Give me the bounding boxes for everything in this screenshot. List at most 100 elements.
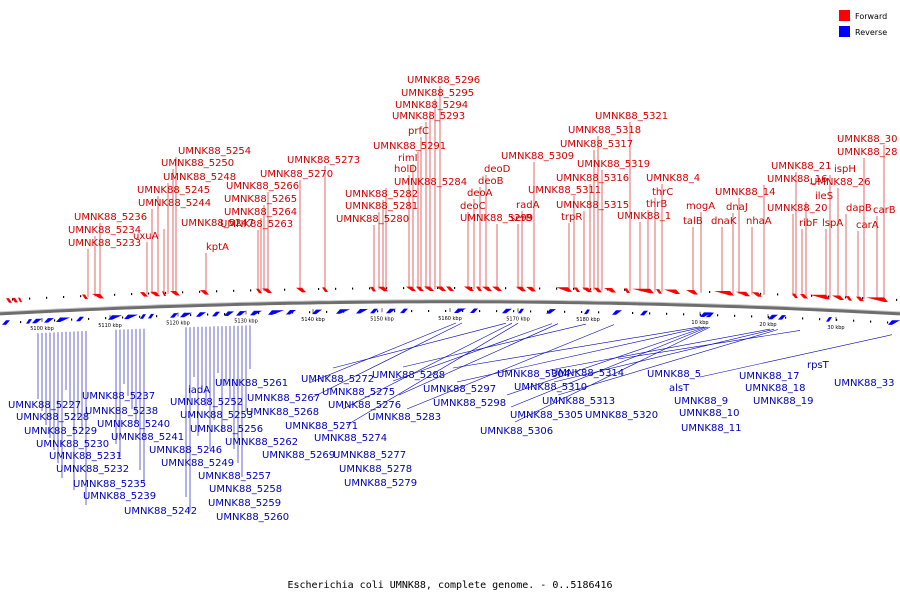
forward-features <box>6 286 888 303</box>
label-umnk88-5266: UMNK88_5266 <box>226 181 299 192</box>
label-umnk88-5237: UMNK88_5237 <box>82 391 155 402</box>
label-umnk88-5253: UMNK88_5253 <box>180 410 253 421</box>
label-umnk88-5298: UMNK88_5298 <box>433 398 506 409</box>
minor-tick <box>46 296 48 299</box>
label-umnk88-5228: UMNK88_5228 <box>16 412 89 423</box>
label-umnk88-5232: UMNK88_5232 <box>56 464 129 475</box>
label-umnk88-5306: UMNK88_5306 <box>480 426 553 437</box>
label-umnk88-5281: UMNK88_5281 <box>345 201 418 212</box>
reverse-gene-arrow <box>640 310 648 316</box>
leader-alst <box>456 326 705 383</box>
label-umnk88-21: UMNK88_21 <box>771 161 831 172</box>
label-umnk88-5309: UMNK88_5309 <box>501 151 574 162</box>
minor-tick <box>12 298 14 301</box>
minor-tick <box>105 317 107 320</box>
minor-tick <box>403 287 405 290</box>
reverse-gene-arrow <box>706 312 714 318</box>
label-umnk88-5242: UMNK88_5242 <box>124 506 197 517</box>
label-umnk88-5265: UMNK88_5265 <box>224 194 297 205</box>
leader-umnk88-5 <box>452 326 701 369</box>
reverse-gene-arrow <box>370 308 378 314</box>
forward-gene-arrow <box>92 293 104 299</box>
label-alst: alsT <box>669 383 690 394</box>
reverse-gene-arrow <box>700 312 712 317</box>
label-deoa: deoA <box>467 188 493 199</box>
reverse-gene-arrow <box>356 309 368 314</box>
reverse-gene-arrow <box>768 314 778 320</box>
reverse-gene-arrow <box>108 315 122 320</box>
forward-gene-arrow <box>12 297 18 303</box>
minor-tick <box>887 321 889 324</box>
label-deod: deoD <box>484 164 511 175</box>
legend-forward-label: Forward <box>855 12 887 21</box>
forward-gene-arrow <box>866 297 888 302</box>
label-carb: carB <box>873 205 896 216</box>
minor-tick <box>318 288 320 290</box>
minor-tick <box>896 298 898 301</box>
label-umnk88-5236: UMNK88_5236 <box>74 212 147 223</box>
label-umnk88-5231: UMNK88_5231 <box>49 451 122 462</box>
reverse-gene-arrow <box>386 308 396 314</box>
label-umnk88-5313: UMNK88_5313 <box>542 396 615 407</box>
minor-tick <box>29 297 31 300</box>
forward-gene-arrow <box>406 286 416 292</box>
backbone-highlight <box>0 299 900 313</box>
reverse-gene-arrow <box>148 313 154 319</box>
label-umnk88-4: UMNK88_4 <box>646 173 700 184</box>
minor-tick <box>20 321 22 324</box>
forward-gene-arrow <box>574 287 580 293</box>
reverse-gene-arrow <box>826 317 832 322</box>
reverse-gene-arrow <box>196 312 206 317</box>
label-umnk88-16: UMNK88_16 <box>767 174 827 185</box>
label-umnk88-20: UMNK88_20 <box>767 203 827 214</box>
forward-gene-arrow <box>296 287 306 293</box>
leader-umnk88-5314 <box>402 323 587 368</box>
forward-gene-arrow <box>664 289 680 295</box>
minor-tick <box>190 314 192 317</box>
label-umnk88-33: UMNK88_33 <box>834 378 894 389</box>
tick-label: 5160 kbp <box>438 316 462 322</box>
reverse-gene-arrow <box>124 314 138 320</box>
forward-gene-arrow <box>604 288 616 293</box>
legend-forward-swatch <box>839 10 850 21</box>
forward-gene-arrow <box>736 291 750 297</box>
label-umnk88-5244: UMNK88_5244 <box>138 198 211 209</box>
forward-gene-arrow <box>6 298 12 303</box>
minor-tick <box>437 287 439 289</box>
minor-tick <box>709 291 711 293</box>
tick-label: 20 kbp <box>759 322 776 328</box>
tick-label: 5170 kbp <box>506 316 530 322</box>
label-umnk88-5257: UMNK88_5257 <box>198 471 271 482</box>
minor-tick <box>683 313 685 316</box>
forward-gene-arrow <box>170 291 180 296</box>
label-umnk88-9: UMNK88_9 <box>674 396 728 407</box>
leader-umnk88-10 <box>510 326 709 408</box>
label-serb: serB <box>510 213 532 224</box>
minor-tick <box>394 310 396 313</box>
forward-gene-arrow <box>714 291 734 296</box>
label-umnk88-5235: UMNK88_5235 <box>73 479 146 490</box>
label-umnk88-5311: UMNK88_5311 <box>528 185 601 196</box>
reverse-gene-arrow <box>312 309 322 315</box>
label-umnk88-5279: UMNK88_5279 <box>344 478 417 489</box>
forward-gene-arrow <box>370 286 376 292</box>
minor-tick <box>411 310 413 313</box>
label-umnk88-5246: UMNK88_5246 <box>149 445 222 456</box>
label-umnk88-5229: UMNK88_5229 <box>24 426 97 437</box>
minor-tick <box>148 292 150 295</box>
minor-tick <box>862 297 864 300</box>
reverse-gene-arrow <box>44 318 54 323</box>
label-hold: holD <box>394 164 417 175</box>
label-umnk88-5275: UMNK88_5275 <box>322 387 395 398</box>
minor-tick <box>428 310 430 312</box>
label-umnk88-5250: UMNK88_5250 <box>161 158 234 169</box>
label-umnk88-5321: UMNK88_5321 <box>595 111 668 122</box>
reverse-gene-arrow <box>612 310 622 315</box>
label-umnk88-5247: UMNK88_5247 <box>181 218 254 229</box>
minor-tick <box>700 313 702 316</box>
label-umnk88-5239: UMNK88_5239 <box>83 491 156 502</box>
minor-tick <box>666 312 668 315</box>
figure-caption: Escherichia coli UMNK88, complete genome… <box>287 580 612 591</box>
minor-tick <box>785 316 787 319</box>
label-thrb: thrB <box>646 199 667 210</box>
